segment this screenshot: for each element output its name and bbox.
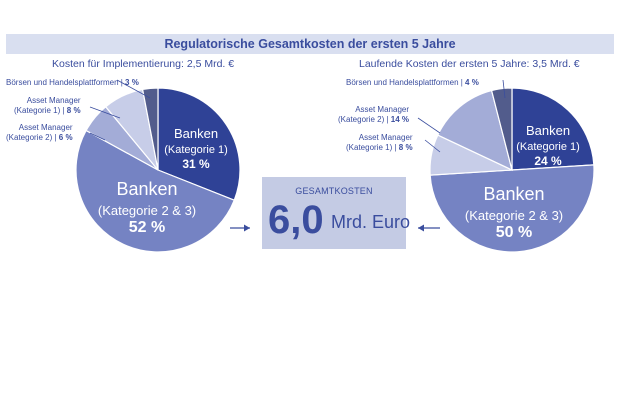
right-label-asset-k2: Asset Manager (Kategorie 2) | 14 % — [338, 105, 410, 124]
left-label-asset-k1-line1: Asset Manager — [26, 96, 81, 105]
left-label-asset-k2-value: 6 % — [58, 133, 73, 142]
pie0-inner-label-banken_k23-1: (Kategorie 2 & 3) — [98, 203, 196, 218]
pie0-leader-line-2 — [89, 132, 106, 141]
total-cost-box — [262, 177, 406, 249]
right-label-boersen-value: 4 % — [465, 78, 479, 87]
pie1-leader-line-2 — [424, 139, 441, 153]
pie0-leader-line-0 — [116, 79, 151, 99]
pie0-slice-banken_k1 — [157, 87, 241, 201]
pie1-leader-line-0 — [502, 79, 506, 99]
left-label-boersen-value: 3 % — [125, 78, 139, 87]
right-label-asset-k1: Asset Manager (Kategorie 1) | 8 % — [346, 133, 413, 152]
pie1-slice-asset_k2 — [437, 89, 513, 172]
left-label-boersen: Börsen und Handelsplattformen | 3 % — [6, 78, 139, 87]
right-label-asset-k2-value: 14 % — [390, 115, 410, 124]
pie0-inner-label-banken_k1-1: (Kategorie 1) — [164, 144, 228, 156]
pie0-inner-label-banken_k23-2: 52 % — [129, 219, 165, 236]
pie1-inner-label-banken_k1-2: 24 % — [534, 154, 562, 168]
right-label-asset-k1-line1: Asset Manager — [358, 133, 413, 142]
right-label-asset-k2-line1: Asset Manager — [355, 105, 410, 114]
right-label-boersen-name: Börsen und Handelsplattformen — [346, 78, 459, 87]
right-label-asset-k1-value: 8 % — [398, 143, 413, 152]
pie0-inner-label-banken_k23-0: Banken — [116, 179, 177, 199]
chart-title: Regulatorische Gesamtkosten der ersten 5… — [164, 37, 456, 51]
arrow-left-to-center — [230, 224, 250, 232]
pie0-slice-boersen — [141, 87, 159, 171]
right-label-boersen: Börsen und Handelsplattformen | 4 % — [346, 78, 479, 87]
arrow-right-to-center — [418, 224, 440, 232]
left-label-asset-k1-line2: (Kategorie 1) — [14, 106, 61, 115]
pie1-inner-label-banken_k1-1: (Kategorie 1) — [516, 141, 580, 153]
pie0-inner-label-banken_k1-0: Banken — [174, 126, 218, 141]
pie0-inner-label-banken_k1-2: 31 % — [182, 157, 210, 171]
left-label-asset-k1-value: 8 % — [66, 106, 81, 115]
pie1-inner-label-banken_k23-2: 50 % — [496, 224, 532, 241]
total-cost-label: GESAMTKOSTEN — [295, 186, 373, 196]
pie1-inner-label-banken_k1-0: Banken — [526, 123, 570, 138]
left-label-asset-k2-line2: (Kategorie 2) — [6, 133, 53, 142]
total-cost-value: 6,0 — [268, 198, 324, 242]
pie1-slice-banken_k1 — [511, 87, 595, 171]
left-label-asset-k2-line1: Asset Manager — [18, 123, 73, 132]
total-cost-unit: Mrd. Euro — [331, 212, 411, 232]
right-label-asset-k1-line2: (Kategorie 1) — [346, 143, 393, 152]
pie1-inner-label-banken_k23-0: Banken — [483, 184, 544, 204]
left-pie-title: Kosten für Implementierung: 2,5 Mrd. € — [52, 58, 235, 70]
pie1-inner-label-banken_k23-1: (Kategorie 2 & 3) — [465, 208, 563, 223]
pie0-slice-banken_k23 — [75, 129, 236, 253]
title-bar — [6, 34, 614, 54]
left-label-asset-k2: Asset Manager (Kategorie 2) | 6 % — [6, 123, 73, 142]
pie1-slice-boersen — [490, 87, 513, 171]
pie1-leader-line-1 — [417, 117, 441, 134]
left-label-asset-k1: Asset Manager (Kategorie 1) | 8 % — [14, 96, 81, 115]
right-label-asset-k2-line2: (Kategorie 2) — [338, 115, 385, 124]
right-pie-title: Laufende Kosten der ersten 5 Jahre: 3,5 … — [359, 58, 580, 70]
pie1-slice-banken_k23 — [429, 164, 595, 253]
pie0-leader-line-1 — [89, 106, 121, 119]
left-label-boersen-name: Börsen und Handelsplattformen — [6, 78, 119, 87]
